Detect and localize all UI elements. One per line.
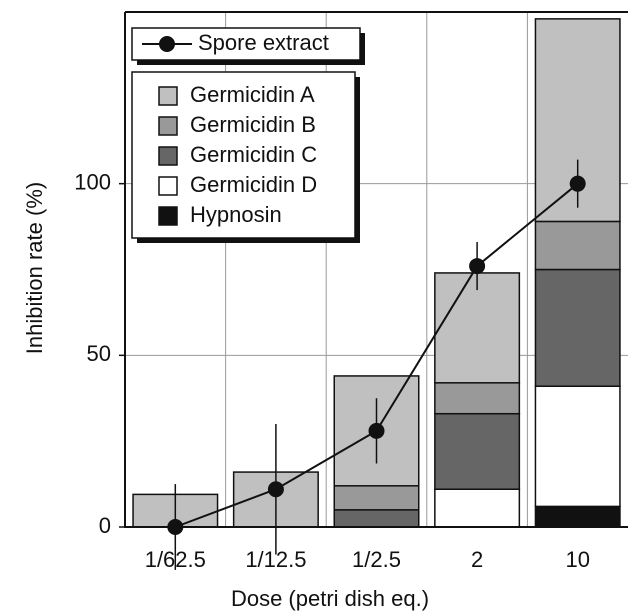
y-tick-label: 100: [74, 169, 111, 194]
legend-label: Spore extract: [198, 30, 329, 55]
bar-segment: [333, 509, 420, 528]
bar-segment: [434, 382, 521, 415]
legend-swatch: [158, 146, 178, 166]
legend-label: Germicidin B: [190, 112, 316, 137]
x-tick-label: 1/2.5: [352, 547, 401, 572]
bar-segment: [534, 505, 621, 528]
line-point: [569, 175, 586, 192]
legend-swatch: [158, 206, 178, 226]
legend-label: Hypnosin: [190, 202, 282, 227]
bar-segment: [534, 220, 621, 271]
y-axis-label: Inhibition rate (%): [22, 182, 47, 354]
legend-label: Germicidin C: [190, 142, 317, 167]
y-tick-label: 50: [87, 341, 111, 366]
legend-swatch: [158, 176, 178, 196]
x-tick-label: 2: [471, 547, 483, 572]
line-point: [368, 422, 385, 439]
y-tick-label: 0: [99, 513, 111, 538]
x-axis-label: Dose (petri dish eq.): [231, 586, 429, 611]
legend-marker: [159, 36, 175, 52]
legend-swatch: [158, 116, 178, 136]
line-point: [469, 258, 486, 275]
legend-label: Germicidin A: [190, 82, 315, 107]
bar-segment: [434, 488, 521, 528]
bar-segment: [333, 485, 420, 511]
axes-frame: [124, 11, 628, 528]
legend-swatch: [158, 86, 178, 106]
line-point: [267, 481, 284, 498]
legend-label: Germicidin D: [190, 172, 317, 197]
x-tick-label: 10: [565, 547, 589, 572]
bar-segment: [434, 272, 521, 384]
bar-segment: [534, 385, 621, 508]
bar-segment: [534, 268, 621, 387]
bar-segment: [434, 412, 521, 490]
